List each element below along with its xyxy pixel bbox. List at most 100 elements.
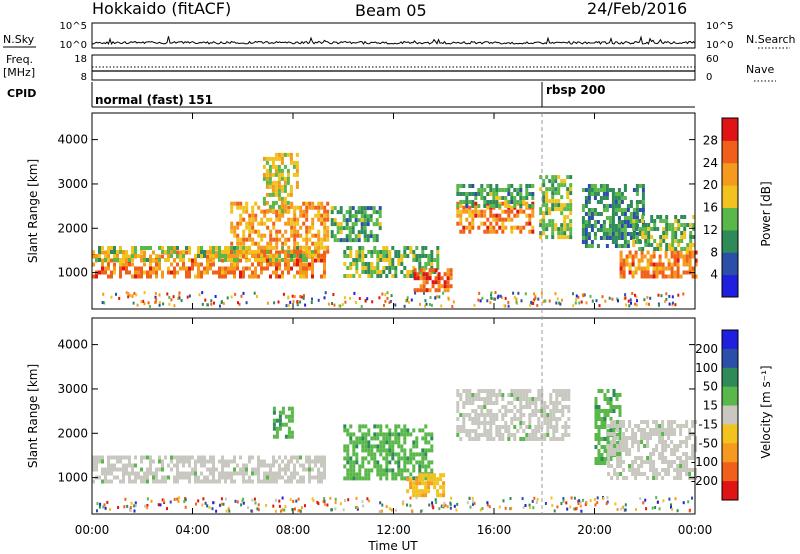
velocity-near-range-cell bbox=[573, 507, 576, 511]
power-cell-0 bbox=[194, 262, 197, 267]
power-cell-9 bbox=[548, 187, 552, 192]
velocity-cell-2 bbox=[373, 432, 377, 437]
power-cell-1 bbox=[131, 258, 134, 262]
velocity-cell-5 bbox=[597, 457, 601, 461]
velocity-cell-4 bbox=[519, 397, 523, 401]
power-cell-2 bbox=[233, 229, 237, 234]
power-cell-10 bbox=[605, 244, 609, 248]
power-cell-0 bbox=[155, 262, 158, 267]
power-cell-4 bbox=[342, 218, 346, 223]
power-cell-5 bbox=[406, 246, 410, 250]
velocity-cell-2 bbox=[412, 444, 416, 449]
power-cell-0 bbox=[134, 266, 137, 271]
velocity-cell-4 bbox=[483, 429, 487, 433]
velocity-ytick-label-3: 4000 bbox=[57, 338, 88, 352]
power-cell-10 bbox=[611, 212, 615, 216]
velocity-cell-6 bbox=[673, 452, 677, 456]
power-cell-2 bbox=[287, 237, 291, 242]
power-near-range-cell bbox=[198, 293, 201, 297]
velocity-cell-0 bbox=[170, 455, 173, 460]
power-cell-10 bbox=[590, 184, 594, 188]
velocity-cell-3 bbox=[427, 477, 431, 482]
velocity-near-range-cell bbox=[521, 497, 524, 501]
power-cell-1 bbox=[92, 250, 95, 254]
power-cell-10 bbox=[584, 244, 588, 248]
velocity-cell-4 bbox=[480, 409, 484, 413]
velocity-cell-4 bbox=[510, 433, 514, 437]
power-cell-2 bbox=[242, 237, 246, 242]
velocity-cell-4 bbox=[492, 417, 496, 421]
power-cell-10 bbox=[641, 188, 645, 192]
velocity-near-range-cell bbox=[292, 499, 295, 503]
power-near-range-cell bbox=[366, 297, 369, 301]
power-cell-12 bbox=[662, 231, 666, 235]
velocity-cell-2 bbox=[403, 428, 407, 433]
velocity-cell-4 bbox=[462, 401, 466, 405]
velocity-cell-6 bbox=[610, 420, 614, 424]
velocity-cell-4 bbox=[456, 401, 460, 405]
power-near-range-cell bbox=[425, 302, 428, 306]
power-near-range-cell bbox=[371, 300, 374, 304]
velocity-cell-0 bbox=[293, 471, 296, 476]
power-cell-9 bbox=[554, 227, 558, 232]
power-cell-9 bbox=[557, 175, 561, 180]
power-cell-4 bbox=[378, 206, 382, 211]
velocity-near-range-cell bbox=[593, 498, 596, 501]
power-cell-0 bbox=[239, 270, 242, 275]
power-near-range-cell bbox=[180, 299, 183, 303]
velocity-cell-5 bbox=[594, 445, 598, 449]
power-near-range-cell bbox=[537, 297, 540, 301]
power-cell-3 bbox=[286, 180, 290, 185]
power-cell-0 bbox=[221, 258, 224, 263]
power-cell-2 bbox=[320, 201, 324, 206]
power-cell-0 bbox=[311, 274, 314, 279]
power-cell-2 bbox=[314, 241, 318, 246]
velocity-cell-6 bbox=[691, 420, 695, 424]
power-cell-3 bbox=[265, 208, 269, 213]
power-cell-3 bbox=[277, 172, 281, 177]
power-cell-10 bbox=[605, 204, 609, 208]
power-cell-0 bbox=[209, 262, 212, 267]
power-cell-0 bbox=[182, 262, 185, 267]
power-cell-2 bbox=[263, 253, 267, 258]
velocity-cell-6 bbox=[685, 424, 689, 428]
velocity-cell-0 bbox=[302, 479, 305, 484]
power-near-range-cell bbox=[323, 296, 326, 300]
velocity-near-range-cell bbox=[655, 496, 658, 500]
velocity-cell-6 bbox=[634, 468, 638, 472]
velocity-cell-2 bbox=[394, 432, 398, 437]
velocity-cell-2 bbox=[388, 432, 392, 437]
velocity-cell-4 bbox=[495, 397, 499, 401]
power-cell-11 bbox=[667, 274, 671, 279]
power-cell-9 bbox=[542, 219, 546, 224]
power-cell-10 bbox=[587, 200, 591, 204]
velocity-cell-4 bbox=[561, 389, 565, 393]
power-near-range-cell bbox=[591, 299, 594, 303]
velocity-near-range-cell bbox=[570, 496, 573, 500]
power-cell-9 bbox=[566, 215, 570, 220]
velocity-cell-0 bbox=[182, 463, 185, 468]
velocity-cell-6 bbox=[670, 428, 674, 432]
velocity-cell-0 bbox=[296, 471, 299, 476]
power-cell-10 bbox=[632, 216, 636, 220]
power-near-range-cell bbox=[608, 296, 611, 300]
velocity-cell-0 bbox=[104, 467, 107, 472]
velocity-near-range-cell bbox=[441, 504, 444, 507]
power-cell-10 bbox=[614, 192, 618, 196]
velocity-cell-6 bbox=[634, 456, 638, 460]
power-cell-8 bbox=[510, 184, 514, 188]
power-cell-2 bbox=[239, 201, 243, 206]
power-cell-10 bbox=[623, 208, 627, 212]
velocity-cell-3 bbox=[436, 477, 440, 482]
velocity-cell-0 bbox=[203, 463, 206, 468]
power-cell-0 bbox=[311, 266, 314, 271]
velocity-near-range-cell bbox=[671, 507, 674, 511]
power-cell-1 bbox=[182, 250, 185, 254]
power-cell-0 bbox=[137, 274, 140, 279]
power-cell-12 bbox=[677, 223, 681, 227]
velocity-cell-5 bbox=[618, 453, 622, 457]
velocity-near-range-cell bbox=[449, 506, 452, 510]
power-cell-2 bbox=[230, 209, 234, 214]
power-near-range-cell bbox=[240, 294, 243, 298]
power-cell-10 bbox=[617, 244, 621, 248]
